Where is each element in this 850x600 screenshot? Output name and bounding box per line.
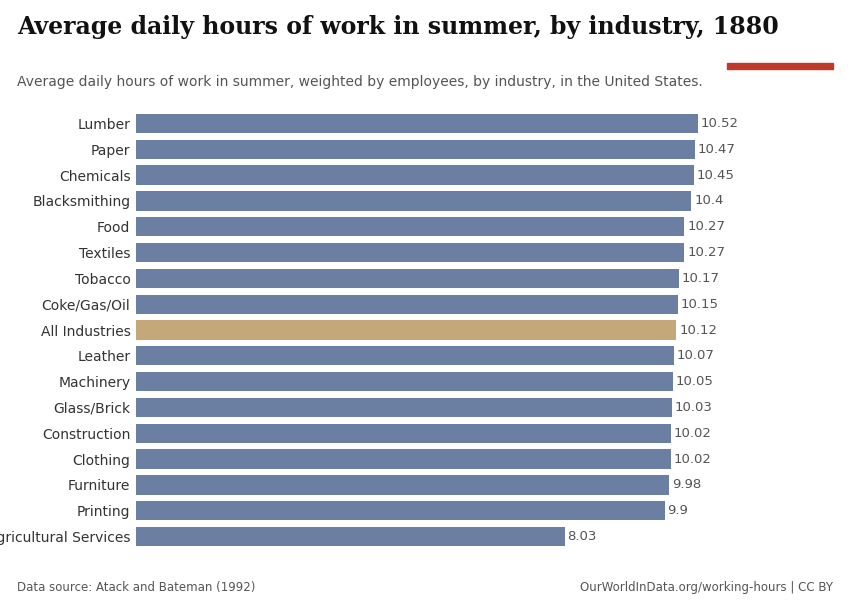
Text: 8.03: 8.03	[568, 530, 597, 543]
Text: 10.4: 10.4	[694, 194, 723, 208]
Bar	[727, 63, 833, 69]
Bar	[136, 243, 684, 262]
Text: OurWorldInData.org/working-hours | CC BY: OurWorldInData.org/working-hours | CC BY	[580, 581, 833, 594]
Text: 10.47: 10.47	[698, 143, 736, 156]
Text: 9.98: 9.98	[672, 478, 701, 491]
Text: 10.17: 10.17	[682, 272, 720, 285]
Bar	[136, 191, 691, 211]
Bar	[136, 346, 674, 365]
Text: 10.27: 10.27	[687, 220, 725, 233]
Bar	[136, 475, 669, 494]
Bar	[136, 527, 565, 546]
Bar	[136, 140, 695, 159]
Text: Our World
in Data: Our World in Data	[745, 20, 815, 50]
Bar	[136, 295, 678, 314]
Text: Average daily hours of work in summer, weighted by employees, by industry, in th: Average daily hours of work in summer, w…	[17, 75, 703, 89]
Bar	[136, 217, 684, 236]
Text: 10.12: 10.12	[679, 323, 717, 337]
Text: Average daily hours of work in summer, by industry, 1880: Average daily hours of work in summer, b…	[17, 15, 779, 39]
Bar	[136, 372, 672, 391]
Text: 10.27: 10.27	[687, 246, 725, 259]
Text: Data source: Atack and Bateman (1992): Data source: Atack and Bateman (1992)	[17, 581, 255, 594]
Text: 10.05: 10.05	[676, 375, 713, 388]
Text: 10.02: 10.02	[674, 427, 711, 440]
Bar	[136, 114, 698, 133]
Text: 10.15: 10.15	[681, 298, 719, 311]
Text: 10.52: 10.52	[700, 117, 739, 130]
Text: 10.03: 10.03	[674, 401, 712, 414]
Bar	[136, 269, 679, 288]
Text: 9.9: 9.9	[667, 504, 688, 517]
Bar	[136, 424, 672, 443]
Bar	[136, 449, 672, 469]
Bar	[136, 501, 665, 520]
Text: 10.07: 10.07	[677, 349, 714, 362]
Bar	[136, 166, 694, 185]
Bar	[136, 398, 672, 417]
Text: 10.02: 10.02	[674, 452, 711, 466]
Bar	[136, 320, 677, 340]
Text: 10.45: 10.45	[697, 169, 734, 182]
